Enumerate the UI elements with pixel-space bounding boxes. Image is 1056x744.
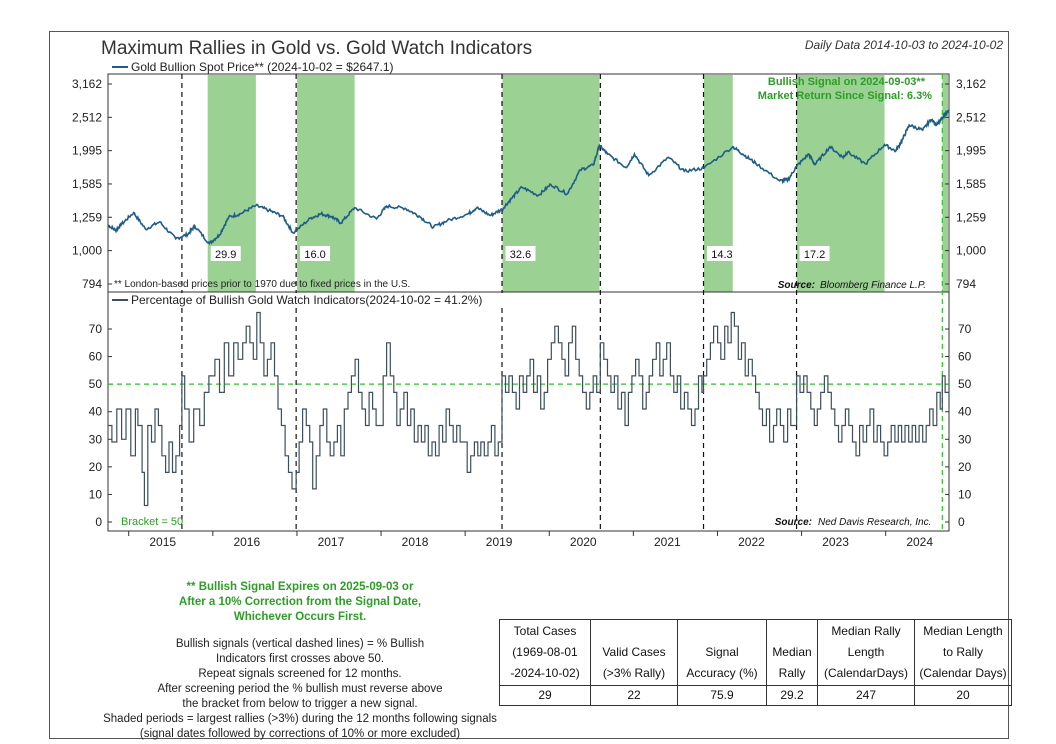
y-tick-label: 1,000: [72, 244, 102, 258]
note-line: After a 10% Correction from the Signal D…: [178, 596, 422, 608]
y-tick-label: 3,162: [956, 77, 986, 91]
x-tick-label: 2017: [318, 535, 345, 549]
bottom-source-text: Ned Davis Research, Inc.: [818, 517, 931, 528]
y-tick-label: 1,585: [72, 177, 102, 191]
note-line: Whichever Occurs First.: [233, 611, 367, 623]
y-tick-label: 1,000: [956, 244, 986, 258]
y-tick-label: 70: [89, 322, 103, 336]
y-tick-label: 794: [956, 277, 976, 291]
rally-label-box: [799, 246, 830, 261]
y-tick-label: 10: [89, 487, 103, 501]
signal-expiry-note: ** Bullish Signal Expires on 2025-09-03 …: [100, 580, 500, 625]
y-tick-label: 60: [958, 350, 972, 364]
header-signal-accuracy: Signal Accuracy (%): [677, 619, 767, 686]
note-line: Indicators first crosses above 50.: [215, 653, 385, 665]
gold-price-line: [107, 109, 950, 246]
value-signal-accuracy: 75.9: [677, 685, 767, 706]
header-median-rally: Median Rally: [766, 619, 818, 686]
y-tick-label: 40: [89, 405, 103, 419]
x-tick-label: 2021: [654, 535, 681, 549]
y-tick-label: 40: [958, 405, 972, 419]
x-tick-label: 2023: [822, 535, 849, 549]
bracket-label: Bracket = 50: [121, 516, 183, 528]
stats-table: Total Cases (1969-08-01 -2024-10-02) Valid…: [499, 619, 1012, 706]
value-median-length-to-rally: 20: [914, 685, 1012, 706]
notes-block: ** Bullish Signal Expires on 2025-09-03 …: [100, 580, 500, 742]
bottom-panel-border: [107, 291, 950, 532]
indicator-legend-label: Percentage of Bullish Gold Watch Indicat…: [131, 293, 482, 307]
indicator-line: [108, 311, 950, 507]
signal-annotation-line-1: Bullish Signal on 2024-09-03**: [768, 76, 926, 88]
y-tick-label: 1,585: [956, 177, 986, 191]
rally-label: 29.9: [215, 249, 236, 261]
x-tick-label: 2024: [906, 535, 933, 549]
signal-annotation-line-2: Market Return Since Signal: 6.3%: [758, 90, 932, 102]
y-tick-label: 10: [958, 487, 972, 501]
y-tick-label: 0: [95, 515, 102, 529]
x-tick-label: 2022: [738, 535, 765, 549]
value-median-rally-length: 247: [817, 685, 915, 706]
rally-label-box: [210, 246, 241, 261]
rally-label: 32.6: [510, 249, 531, 261]
chart-subtitle: Daily Data 2014-10-03 to 2024-10-02: [805, 38, 1003, 52]
x-tick-label: 2015: [149, 535, 176, 549]
x-tick-label: 2018: [402, 535, 429, 549]
header-median-length-to-rally: Median Length to Rally (Calendar Days): [914, 619, 1012, 686]
y-tick-label: 1,259: [72, 210, 102, 224]
rally-label-box: [706, 246, 737, 261]
header-median-rally-length: Median Rally Length (CalendarDays): [817, 619, 915, 686]
note-line: the bracket from below to trigger a new …: [182, 698, 418, 710]
note-line: ** Bullish Signal Expires on 2025-09-03 …: [186, 581, 414, 593]
y-tick-label: 20: [958, 460, 972, 474]
y-tick-label: 30: [958, 432, 972, 446]
y-tick-label: 70: [958, 322, 972, 336]
y-tick-label: 50: [958, 377, 972, 391]
y-tick-label: 20: [89, 460, 103, 474]
rally-label: 16.0: [304, 249, 325, 261]
stats-value-row: 29 22 75.9 29.2 247 20: [499, 685, 1012, 706]
y-tick-label: 30: [89, 432, 103, 446]
x-tick-label: 2020: [570, 535, 597, 549]
rally-label: 17.2: [804, 249, 825, 261]
rally-label-box: [300, 246, 331, 261]
indicator-legend-bg: [110, 293, 520, 307]
value-valid-cases: 22: [590, 685, 678, 706]
note-line: After screening period the % bullish mus…: [157, 683, 443, 695]
y-tick-label: 2,512: [956, 110, 986, 124]
y-tick-label: 60: [89, 350, 103, 364]
chart-title: Maximum Rallies in Gold vs. Gold Watch I…: [101, 38, 532, 59]
y-tick-label: 2,512: [72, 110, 102, 124]
note-line: Repeat signals screened for 12 months.: [198, 668, 402, 680]
header-valid-cases: Valid Cases (>3% Rally): [590, 619, 678, 686]
note-line: (signal dates followed by corrections of…: [139, 728, 461, 740]
y-tick-label: 50: [89, 377, 103, 391]
header-total-cases: Total Cases (1969-08-01 -2024-10-02): [499, 619, 591, 686]
bottom-source-label: Source:: [775, 517, 812, 528]
y-tick-label: 794: [82, 277, 102, 291]
note-line: Bullish signals (vertical dashed lines) …: [175, 638, 425, 650]
x-tick-label: 2016: [233, 535, 260, 549]
value-median-rally: 29.2: [766, 685, 818, 706]
x-tick-label: 2019: [486, 535, 513, 549]
y-tick-label: 3,162: [72, 77, 102, 91]
note-line: Shaded periods = largest rallies (>3%) d…: [103, 713, 497, 725]
value-total-cases: 29: [499, 685, 591, 706]
methodology-note: Bullish signals (vertical dashed lines) …: [100, 637, 500, 742]
y-tick-label: 1,995: [956, 144, 986, 158]
top-footnote: ** London-based prices prior to 1970 due…: [114, 279, 410, 290]
chart-frame: [49, 31, 1009, 739]
y-tick-label: 1,995: [72, 144, 102, 158]
top-source-text: Bloomberg Finance L.P.: [820, 280, 926, 291]
y-tick-label: 1,259: [956, 210, 986, 224]
gold-legend-label: Gold Bullion Spot Price** (2024-10-02 = …: [131, 60, 394, 74]
top-source-label: Source:: [778, 280, 815, 291]
rally-label: 14.3: [711, 249, 732, 261]
y-tick-label: 0: [958, 515, 965, 529]
stats-header-row: Total Cases (1969-08-01 -2024-10-02) Valid…: [499, 619, 1012, 686]
rally-label-box: [505, 246, 536, 261]
